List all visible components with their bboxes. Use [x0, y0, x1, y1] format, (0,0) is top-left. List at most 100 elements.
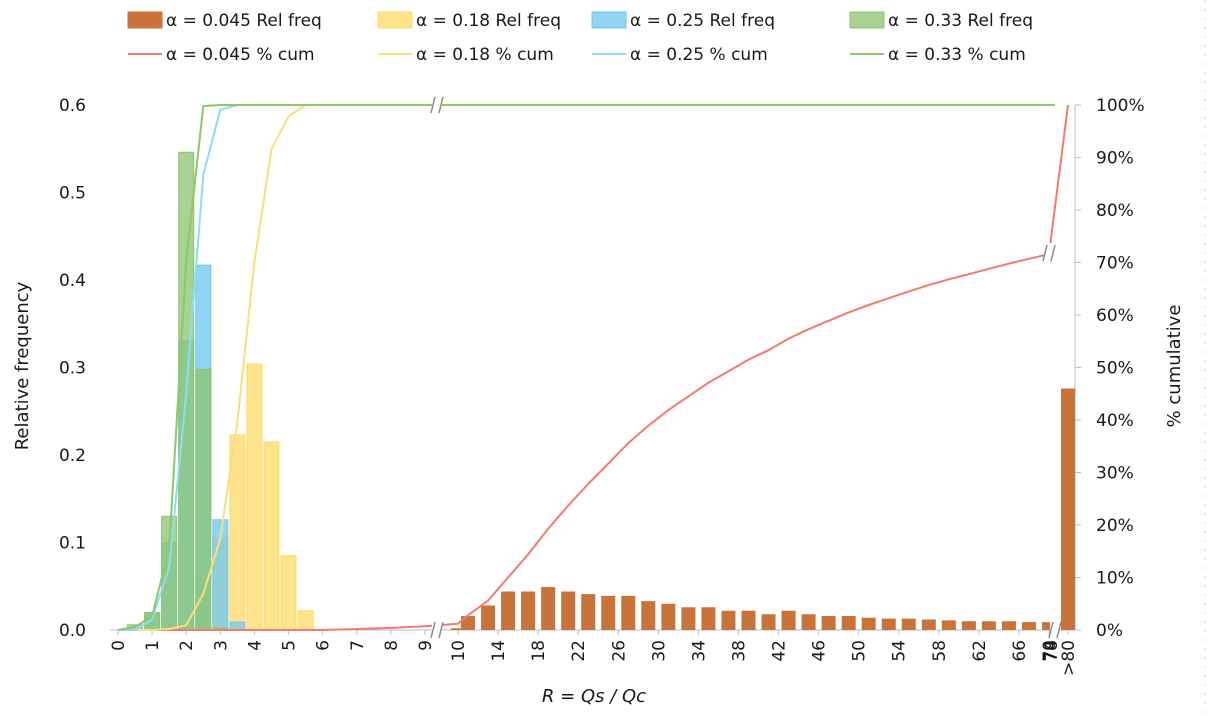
- x-tick-label: 54: [890, 640, 910, 662]
- bar: [521, 591, 536, 630]
- break-mask: [432, 620, 442, 640]
- y-tick-label: 0.4: [59, 271, 86, 291]
- bar: [941, 620, 956, 630]
- break-mark: [1042, 244, 1048, 262]
- legend-label: α = 0.25 % cum: [630, 45, 768, 65]
- legend-label: α = 0.33 Rel freq: [888, 11, 1033, 31]
- break-mark: [430, 96, 436, 114]
- bar: [263, 441, 280, 631]
- x-tick-label: 5: [280, 640, 300, 651]
- bar: [541, 587, 556, 630]
- bar: [1001, 621, 1016, 630]
- legend-item: α = 0.18 Rel freq: [377, 11, 561, 31]
- legend-label: α = 0.18 % cum: [416, 45, 554, 65]
- bar: [601, 595, 616, 630]
- legend-item: α = 0.045 % cum: [128, 45, 315, 65]
- y2-tick-label: 20%: [1096, 516, 1134, 536]
- bar: [581, 594, 596, 630]
- y2-tick-label: 40%: [1096, 411, 1134, 431]
- x-tick-label: 78: [1042, 640, 1062, 662]
- x-tick-label: 2: [177, 640, 197, 651]
- x-tick-label: 7: [348, 640, 368, 651]
- bar: [841, 616, 856, 630]
- x-tick-label: 58: [930, 640, 950, 662]
- x-tick-label: 50: [850, 640, 870, 662]
- break-mask: [432, 95, 442, 115]
- bar: [1061, 388, 1075, 630]
- bar: [801, 614, 816, 630]
- y-tick-label: 0.2: [59, 446, 86, 466]
- bar: [921, 619, 936, 630]
- break-mask: [1050, 620, 1060, 640]
- line-series-group: [117, 95, 1069, 640]
- y-tick-label: 0.0: [59, 621, 86, 641]
- y2-tick-label: 30%: [1096, 464, 1134, 484]
- bar: [1042, 622, 1056, 630]
- break-mark: [1056, 621, 1062, 639]
- y2-tick-label: 50%: [1096, 359, 1134, 379]
- bar: [501, 591, 516, 630]
- legend-label: α = 0.045 Rel freq: [166, 11, 322, 31]
- bar: [681, 607, 696, 630]
- legend-label: α = 0.18 Rel freq: [416, 11, 561, 31]
- x-tick-label: 9: [416, 640, 436, 651]
- x-tick-label: 62: [970, 640, 990, 662]
- legend-label: α = 0.33 % cum: [888, 45, 1026, 65]
- y2-tick-label: 100%: [1096, 96, 1145, 116]
- bar: [451, 628, 465, 630]
- bar: [280, 555, 297, 631]
- x-tick-label: 0: [109, 640, 129, 651]
- x-tick-label: 6: [314, 640, 334, 651]
- x-tick-label: 66: [1010, 640, 1030, 662]
- y-tick-label: 0.6: [59, 96, 86, 116]
- bar: [641, 601, 656, 630]
- bar: [881, 618, 896, 630]
- break-mark: [1048, 621, 1054, 639]
- x-axis-title: R = Qs / Qc: [542, 686, 646, 707]
- legend-label: α = 0.25 Rel freq: [630, 11, 775, 31]
- break-mark: [430, 621, 436, 639]
- bar: [621, 595, 636, 630]
- break-mark: [438, 621, 444, 639]
- x-tick-label: 10: [449, 640, 469, 662]
- legend-item: α = 0.25 Rel freq: [591, 11, 775, 31]
- y2-tick-label: 70%: [1096, 254, 1134, 274]
- bar: [761, 614, 776, 630]
- y2-tick-label: 60%: [1096, 306, 1134, 326]
- y2-tick-label: 90%: [1096, 149, 1134, 169]
- legend-item: α = 0.33 Rel freq: [849, 11, 1033, 31]
- break-mark: [1050, 244, 1056, 262]
- axis-break-line: [1042, 243, 1056, 264]
- y-tick-label: 0.1: [59, 534, 86, 554]
- legend-item: α = 0.25 % cum: [592, 45, 768, 65]
- legend-label: α = 0.045 % cum: [166, 45, 315, 65]
- y2-tick-label: 80%: [1096, 201, 1134, 221]
- legend-swatch: [591, 11, 627, 29]
- y2-axis-title: % cumulative: [1164, 305, 1185, 428]
- bar: [981, 621, 996, 630]
- x-tick-label: 70: [1040, 640, 1060, 662]
- legend-item: α = 0.045 Rel freq: [127, 11, 322, 31]
- x-tick-label: 34: [689, 640, 709, 662]
- legend-item: α = 0.18 % cum: [378, 45, 554, 65]
- x-tick-label: >80: [1059, 640, 1079, 676]
- x-tick-label: 30: [649, 640, 669, 662]
- x-tick-label: 3: [211, 640, 231, 651]
- x-tick-label: 74: [1041, 640, 1061, 662]
- bar: [661, 603, 676, 630]
- bar: [246, 363, 263, 631]
- x-tick-label: 1: [143, 640, 163, 651]
- bar: [481, 605, 496, 630]
- axis-break-bottom-right: [1048, 620, 1062, 640]
- break-mark: [438, 96, 444, 114]
- bar-series-group: [127, 151, 1075, 631]
- bar: [861, 617, 876, 630]
- x-tick-label: 22: [569, 640, 589, 662]
- bar: [821, 616, 836, 630]
- legend: α = 0.045 Rel freq α = 0.18 Rel freq α = 0…: [127, 11, 1033, 65]
- x-tick-label: 42: [770, 640, 790, 662]
- legend-swatch: [377, 11, 413, 29]
- bar: [561, 591, 576, 630]
- y-axis-title: Relative frequency: [12, 281, 33, 450]
